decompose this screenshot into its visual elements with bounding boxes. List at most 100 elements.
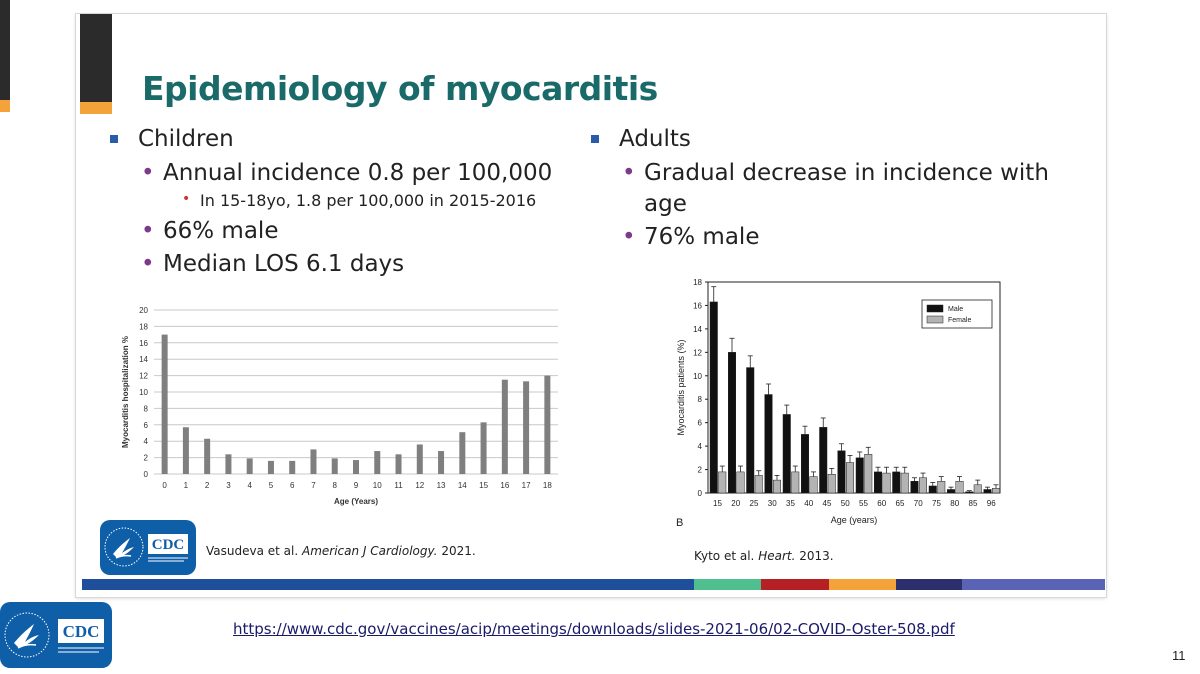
adults-heading: Adults	[619, 126, 691, 152]
footer-segment	[896, 579, 962, 590]
x-tick-label: 60	[877, 499, 886, 508]
bullet-dot-icon: •	[141, 218, 155, 244]
x-tick-label: 14	[458, 481, 467, 490]
male-bar	[892, 471, 901, 494]
y-tick-label: 12	[139, 372, 148, 381]
y-tick-label: 14	[693, 325, 702, 334]
female-bar	[809, 476, 818, 494]
caption-left-authors: Vasudeva et al.	[206, 544, 302, 558]
y-tick-label: 4	[144, 437, 149, 446]
bar	[438, 451, 445, 474]
y-tick-label: 6	[698, 419, 703, 428]
y-tick-label: 20	[139, 306, 148, 315]
children-item-incidence: Annual incidence 0.8 per 100,000	[163, 160, 553, 186]
x-tick-label: 1	[184, 481, 189, 490]
x-tick-label: 25	[750, 499, 759, 508]
bar	[225, 454, 232, 474]
male-bar	[764, 394, 773, 494]
y-tick-label: 12	[693, 348, 702, 357]
female-bar	[882, 472, 891, 494]
y-tick-label: 10	[139, 388, 148, 397]
panel-label: B	[676, 517, 683, 529]
footer-segment	[82, 579, 694, 590]
x-tick-label: 70	[914, 499, 923, 508]
x-tick-label: 20	[731, 499, 740, 508]
female-bar	[791, 471, 800, 494]
legend-label: Male	[948, 306, 963, 313]
x-tick-label: 12	[415, 481, 424, 490]
x-tick-label: 4	[247, 481, 252, 490]
male-bar	[782, 414, 791, 494]
caption-left-journal: American J Cardiology.	[301, 544, 438, 558]
y-tick-label: 18	[693, 278, 702, 287]
bullet-dot-icon: •	[622, 224, 636, 250]
male-bar	[709, 301, 718, 494]
children-heading: Children	[138, 126, 234, 152]
cdc-logo-bottom: CDC	[0, 602, 112, 668]
x-tick-label: 50	[841, 499, 850, 508]
source-link[interactable]: https://www.cdc.gov/vaccines/acip/meetin…	[233, 620, 955, 638]
x-tick-label: 6	[290, 481, 295, 490]
male-bar	[801, 434, 809, 494]
x-tick-label: 10	[373, 481, 382, 490]
slide-accent-orange	[80, 102, 112, 114]
legend-box	[921, 299, 993, 329]
bullet-dot-icon: •	[141, 251, 155, 277]
x-tick-label: 2	[205, 481, 210, 490]
adults-item-male: 76% male	[644, 224, 760, 250]
male-bar	[965, 491, 974, 494]
y-tick-label: 16	[139, 339, 148, 348]
x-axis-label: Age (Years)	[334, 497, 378, 506]
caption-right-journal: Heart.	[758, 549, 796, 563]
male-bar	[855, 457, 864, 494]
adults-item-decrease: Gradual decrease in incidence with age	[644, 160, 1049, 217]
x-tick-label: 75	[932, 499, 941, 508]
children-item-male: 66% male	[163, 218, 279, 244]
x-tick-label: 85	[969, 499, 978, 508]
footer-segment	[829, 579, 896, 590]
bar	[204, 438, 211, 474]
x-tick-label: 8	[333, 481, 338, 490]
y-tick-label: 4	[698, 442, 703, 451]
x-tick-label: 40	[804, 499, 813, 508]
y-tick-label: 8	[698, 395, 703, 404]
female-bar	[955, 481, 964, 494]
y-tick-label: 0	[144, 470, 149, 479]
x-tick-label: 7	[311, 481, 316, 490]
x-axis-label: Age (years)	[831, 515, 878, 525]
footer-color-bar	[82, 579, 1105, 590]
female-bar	[900, 472, 909, 494]
bar	[161, 334, 168, 474]
y-tick-label: 2	[698, 466, 703, 475]
adults-bullets: Adults • Gradual decrease in incidence wi…	[591, 126, 1071, 255]
y-tick-label: 2	[144, 454, 149, 463]
left-edge-dark-bar	[0, 0, 10, 110]
y-tick-label: 10	[693, 372, 702, 381]
male-bar	[983, 489, 992, 494]
x-tick-label: 17	[522, 481, 531, 490]
page-number: 11	[1172, 648, 1186, 663]
male-bar	[837, 450, 846, 494]
male-bar	[947, 489, 955, 494]
bar	[331, 458, 338, 474]
male-bar	[728, 352, 736, 494]
cdc-logo-text: CDC	[63, 622, 100, 641]
bullet-dot-icon: •	[141, 160, 155, 186]
x-tick-label: 80	[950, 499, 959, 508]
male-bar	[910, 481, 919, 494]
female-bar	[773, 479, 781, 494]
x-tick-label: 13	[437, 481, 446, 490]
female-bar	[864, 454, 873, 494]
legend-swatch	[926, 304, 944, 313]
caption-right-authors: Kyto et al.	[694, 549, 759, 563]
bar	[182, 427, 189, 474]
hhs-eagle-icon: CDC	[4, 612, 104, 658]
x-tick-label: 65	[896, 499, 905, 508]
slide: Epidemiology of myocarditis Children • An…	[76, 14, 1106, 597]
female-bar	[973, 484, 982, 494]
male-bar	[746, 367, 755, 494]
female-bar	[827, 473, 836, 494]
x-tick-label: 15	[479, 481, 488, 490]
y-axis-label: Myocarditis patients (%)	[676, 339, 686, 435]
